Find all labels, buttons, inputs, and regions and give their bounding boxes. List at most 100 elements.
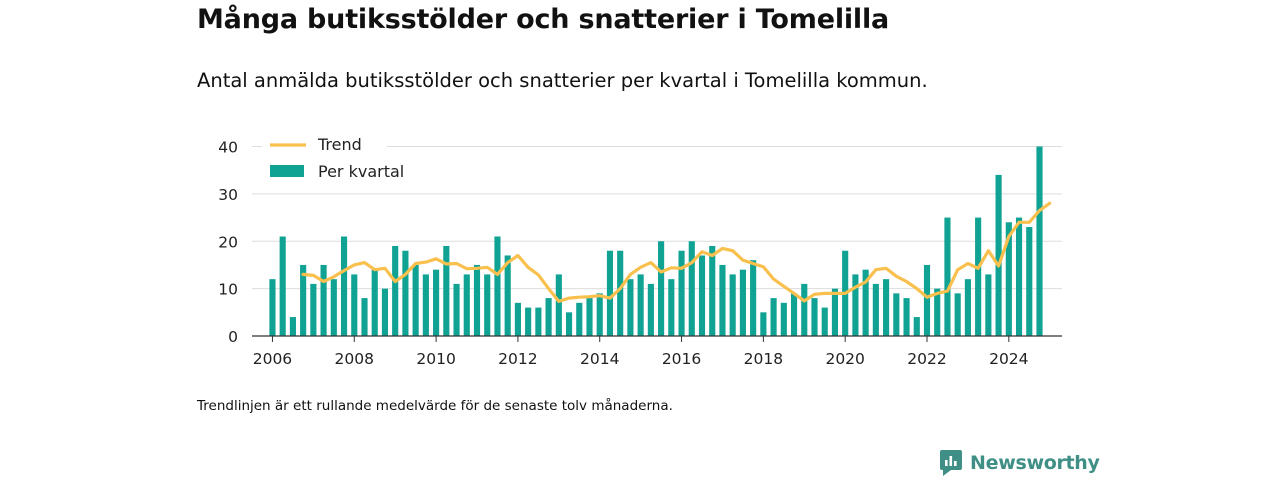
bar-q42 <box>688 241 695 336</box>
bar-q61 <box>883 279 890 336</box>
legend-background <box>262 132 387 188</box>
bar-q40 <box>668 279 675 336</box>
bar-q72 <box>995 174 1002 336</box>
bar-chart: 0 10 20 30 40 2006 2008 2010 2012 2014 2016 2018 202… <box>218 132 1062 368</box>
bar-q33 <box>596 293 603 336</box>
bar-q43 <box>698 255 706 336</box>
bar-q20 <box>463 274 470 336</box>
brand-logo: Newsworthy <box>940 450 1100 476</box>
bar-q30 <box>565 312 573 336</box>
bar-q18 <box>443 245 450 336</box>
bar-q59 <box>862 269 869 336</box>
y-tick-label: 30 <box>218 186 238 204</box>
bar-q3 <box>289 317 296 336</box>
x-tick-label: 2020 <box>825 350 864 368</box>
x-tick-label: 2012 <box>498 350 537 368</box>
bar-q13 <box>392 245 399 336</box>
bar-q32 <box>586 298 593 336</box>
y-tick-label: 40 <box>218 139 238 157</box>
x-tick-label: 2006 <box>253 350 292 368</box>
bar-q74 <box>1015 217 1023 336</box>
bar-q21 <box>473 264 481 336</box>
bar-q25 <box>514 302 521 336</box>
bar-q46 <box>729 274 736 336</box>
legend: Trend Per kvartal <box>262 132 404 188</box>
bar-q34 <box>606 250 614 336</box>
bar-q70 <box>975 217 982 336</box>
bar-q65 <box>923 264 931 336</box>
bar-q6 <box>320 264 327 336</box>
bar-q14 <box>402 250 409 336</box>
page-title: Många butiksstölder och snatterier i Tom… <box>197 4 890 35</box>
x-tick-label: 2024 <box>989 350 1028 368</box>
bar-q51 <box>780 302 787 336</box>
bar-q52 <box>790 293 798 336</box>
bar-q27 <box>535 307 542 336</box>
brand-name: Newsworthy <box>970 452 1100 474</box>
bar-q64 <box>913 317 920 336</box>
bar-q55 <box>821 307 828 336</box>
bar-q66 <box>934 288 941 336</box>
bar-q45 <box>719 264 726 336</box>
bar-q41 <box>678 250 685 336</box>
axes: 0 10 20 30 40 2006 2008 2010 2012 2014 2016 2018 202… <box>218 139 1062 368</box>
bar-q37 <box>637 274 644 336</box>
bar-q24 <box>504 255 511 336</box>
x-tick-label: 2010 <box>416 350 455 368</box>
bar-q16 <box>422 274 429 336</box>
bar-q58 <box>852 274 859 336</box>
bar-q60 <box>872 283 879 336</box>
bar-q29 <box>555 274 562 336</box>
bar-q23 <box>494 236 501 336</box>
bar-q53 <box>801 283 808 336</box>
bar-q76 <box>1036 146 1043 336</box>
bar-q19 <box>453 283 460 336</box>
bar-q12 <box>381 288 389 336</box>
x-tick-label: 2018 <box>744 350 783 368</box>
bar-q44 <box>709 245 716 336</box>
bar-q71 <box>985 274 992 336</box>
bars-per-quarter <box>269 146 1043 336</box>
trend-line-group <box>301 201 1052 303</box>
bar-q38 <box>647 283 654 336</box>
legend-bar-swatch <box>270 165 304 177</box>
bar-q48 <box>750 260 757 336</box>
bar-q63 <box>903 298 910 336</box>
x-tick-label: 2008 <box>335 350 374 368</box>
bar-q17 <box>433 269 440 336</box>
x-tick-label: 2016 <box>662 350 701 368</box>
bar-q1 <box>269 279 276 336</box>
bar-q56 <box>831 288 839 336</box>
page-subtitle: Antal anmälda butiksstölder och snatteri… <box>197 69 928 92</box>
bar-q9 <box>351 274 358 336</box>
legend-bar-label: Per kvartal <box>318 162 404 181</box>
bar-q8 <box>340 236 348 336</box>
bar-q7 <box>330 279 337 336</box>
bar-q47 <box>739 269 746 336</box>
bar-q31 <box>576 302 583 336</box>
bar-q35 <box>617 250 624 336</box>
newsworthy-icon <box>940 450 962 476</box>
y-tick-label: 0 <box>228 328 238 346</box>
bar-q15 <box>412 264 419 336</box>
bar-q54 <box>811 298 818 336</box>
footnote: Trendlinjen är ett rullande medelvärde f… <box>197 398 673 414</box>
bar-q73 <box>1005 222 1012 336</box>
bar-q50 <box>770 298 777 336</box>
bar-q2 <box>279 236 286 336</box>
legend-trend-label: Trend <box>317 135 362 154</box>
bar-q5 <box>310 283 317 336</box>
y-tick-label: 20 <box>218 233 238 251</box>
bar-q62 <box>893 293 900 336</box>
bar-q4 <box>300 264 307 336</box>
bar-q69 <box>964 279 971 336</box>
bar-q36 <box>627 279 634 336</box>
x-tick-label: 2014 <box>580 350 619 368</box>
bar-q11 <box>371 269 378 336</box>
bar-q22 <box>484 274 491 336</box>
y-tick-label: 10 <box>218 281 238 299</box>
bar-q26 <box>525 307 532 336</box>
bar-q67 <box>944 217 951 336</box>
x-tick-label: 2022 <box>907 350 946 368</box>
bar-q75 <box>1026 227 1033 336</box>
